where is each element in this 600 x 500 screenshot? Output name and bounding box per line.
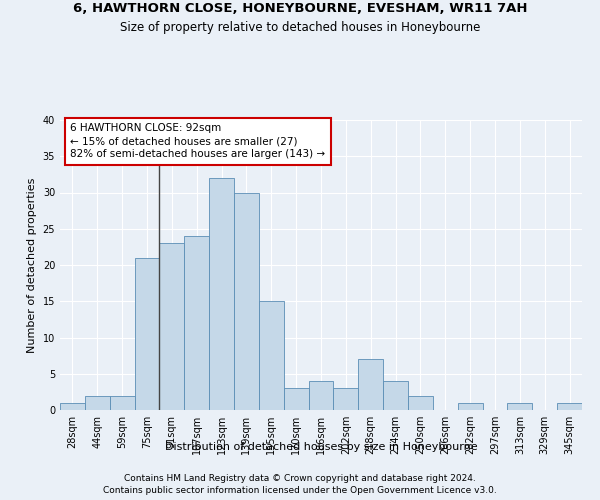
Bar xyxy=(234,192,259,410)
Bar xyxy=(110,396,134,410)
Text: Contains public sector information licensed under the Open Government Licence v3: Contains public sector information licen… xyxy=(103,486,497,495)
Bar xyxy=(184,236,209,410)
Bar xyxy=(134,258,160,410)
Text: 6, HAWTHORN CLOSE, HONEYBOURNE, EVESHAM, WR11 7AH: 6, HAWTHORN CLOSE, HONEYBOURNE, EVESHAM,… xyxy=(73,2,527,16)
Bar xyxy=(85,396,110,410)
Bar xyxy=(334,388,358,410)
Bar xyxy=(458,403,482,410)
Bar xyxy=(308,381,334,410)
Bar xyxy=(209,178,234,410)
Bar xyxy=(160,244,184,410)
Bar xyxy=(508,403,532,410)
Bar xyxy=(358,359,383,410)
Text: Size of property relative to detached houses in Honeybourne: Size of property relative to detached ho… xyxy=(120,21,480,34)
Bar xyxy=(557,403,582,410)
Y-axis label: Number of detached properties: Number of detached properties xyxy=(27,178,37,352)
Text: Contains HM Land Registry data © Crown copyright and database right 2024.: Contains HM Land Registry data © Crown c… xyxy=(124,474,476,483)
Text: Distribution of detached houses by size in Honeybourne: Distribution of detached houses by size … xyxy=(164,442,478,452)
Bar xyxy=(284,388,308,410)
Bar xyxy=(60,403,85,410)
Bar xyxy=(383,381,408,410)
Text: 6 HAWTHORN CLOSE: 92sqm
← 15% of detached houses are smaller (27)
82% of semi-de: 6 HAWTHORN CLOSE: 92sqm ← 15% of detache… xyxy=(70,123,326,160)
Bar xyxy=(408,396,433,410)
Bar xyxy=(259,301,284,410)
